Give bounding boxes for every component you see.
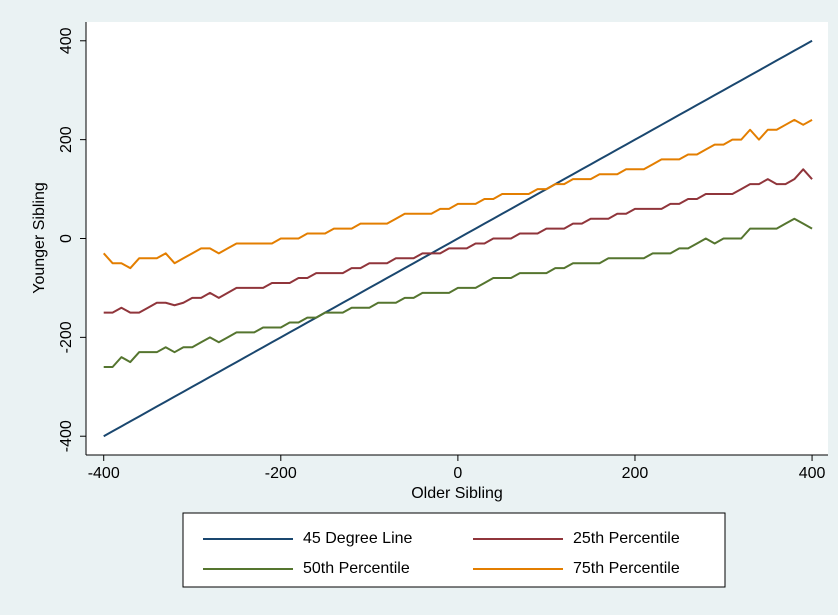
legend-label: 50th Percentile xyxy=(303,560,410,577)
x-tick-label: -400 xyxy=(88,465,120,482)
y-tick-label: -400 xyxy=(58,420,75,452)
y-tick-label: 0 xyxy=(58,234,75,243)
x-tick-label: 0 xyxy=(453,465,462,482)
series-line xyxy=(102,118,813,270)
x-axis-title: Older Sibling xyxy=(411,485,503,502)
legend-label: 45 Degree Line xyxy=(303,530,413,547)
y-axis-title: Younger Sibling xyxy=(31,182,48,294)
series-line xyxy=(103,217,813,369)
legend-label: 25th Percentile xyxy=(573,530,680,547)
x-tick-label: 400 xyxy=(799,465,826,482)
y-tick-label: -200 xyxy=(58,321,75,353)
x-tick-label: -200 xyxy=(265,465,297,482)
y-tick-label: 400 xyxy=(58,27,75,54)
y-tick-label: 200 xyxy=(58,126,75,153)
x-tick-label: 200 xyxy=(622,465,649,482)
legend-label: 75th Percentile xyxy=(573,560,680,577)
series-line xyxy=(103,168,813,314)
legend xyxy=(182,512,726,588)
series-line xyxy=(103,39,813,438)
